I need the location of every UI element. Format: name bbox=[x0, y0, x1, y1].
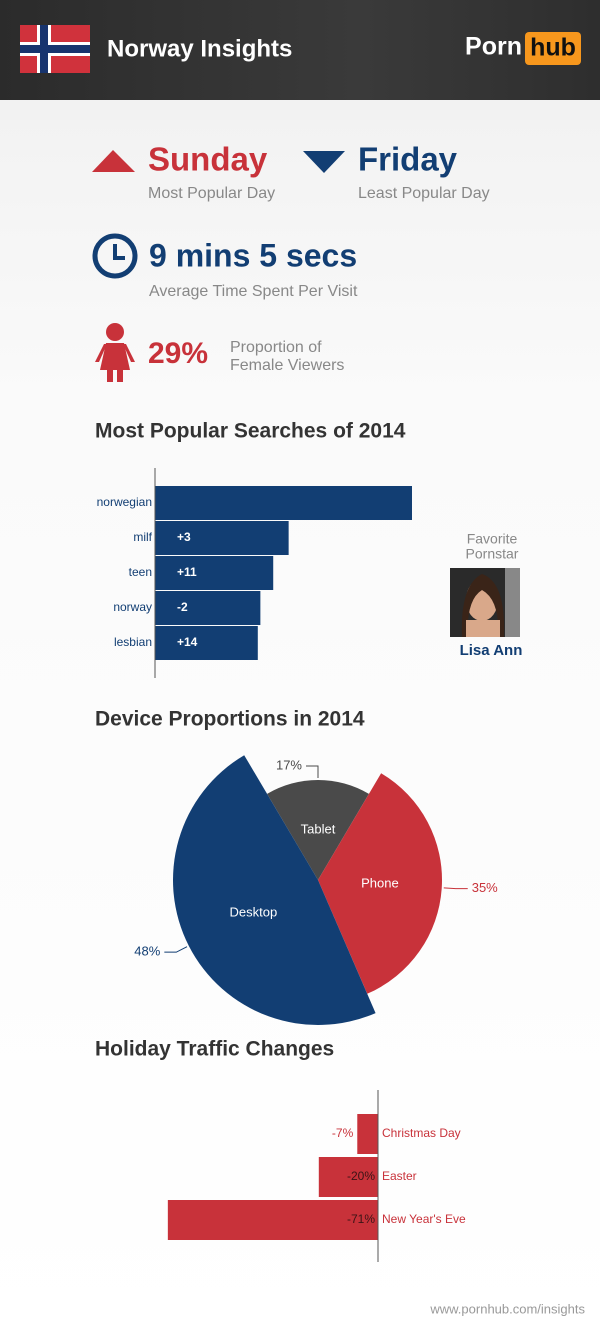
category-label: norwegian bbox=[97, 495, 152, 509]
clock-icon bbox=[92, 233, 138, 279]
category-label: norway bbox=[113, 600, 152, 614]
bar bbox=[155, 626, 258, 660]
least-popular-day: Friday bbox=[358, 141, 458, 178]
pie-slice bbox=[318, 773, 442, 994]
rank-change: +14 bbox=[177, 635, 198, 649]
section-title: Device Proportions in 2014 bbox=[95, 708, 365, 731]
leader-line bbox=[306, 765, 319, 778]
logo-right: hub bbox=[530, 34, 576, 62]
header-title: Norway Insights bbox=[107, 35, 292, 62]
slice-label: Tablet bbox=[301, 821, 336, 836]
value-label: -7% bbox=[332, 1126, 354, 1140]
rank-change: +11 bbox=[177, 565, 197, 579]
bar bbox=[155, 556, 274, 590]
rank-change: +3 bbox=[177, 530, 191, 544]
most-popular-day: Sunday bbox=[148, 141, 268, 178]
favorite-label: Pornstar bbox=[466, 546, 519, 562]
category-label: milf bbox=[133, 530, 152, 544]
female-label-2: Female Viewers bbox=[230, 357, 344, 374]
leader-line bbox=[443, 887, 468, 890]
logo-left: Porn bbox=[465, 33, 522, 61]
category-label: lesbian bbox=[114, 635, 152, 649]
bar bbox=[155, 591, 261, 625]
category-label: New Year's Eve bbox=[382, 1212, 466, 1226]
value-label: 35% bbox=[472, 880, 498, 895]
category-label: Christmas Day bbox=[382, 1126, 461, 1140]
section-title: Most Popular Searches of 2014 bbox=[95, 420, 406, 443]
pie-slice bbox=[172, 755, 376, 1025]
time-label: Average Time Spent Per Visit bbox=[149, 283, 358, 300]
value-label: 48% bbox=[134, 944, 160, 959]
pie-slice bbox=[267, 779, 369, 880]
bar bbox=[318, 1157, 378, 1197]
category-label: teen bbox=[129, 565, 152, 579]
section-title: Holiday Traffic Changes bbox=[95, 1038, 334, 1061]
value-label: -20% bbox=[347, 1169, 375, 1183]
most-popular-label: Most Popular Day bbox=[148, 185, 275, 202]
female-label-1: Proportion of bbox=[230, 339, 322, 356]
header-bar bbox=[0, 0, 600, 100]
pornstar-photo bbox=[450, 568, 520, 637]
bar bbox=[167, 1200, 378, 1240]
norway-flag bbox=[20, 25, 90, 73]
bar bbox=[357, 1114, 378, 1154]
value-label: -71% bbox=[347, 1212, 375, 1226]
bar bbox=[155, 521, 289, 555]
up-arrow-icon bbox=[92, 150, 135, 172]
favorite-name: Lisa Ann bbox=[460, 642, 523, 659]
least-popular-label: Least Popular Day bbox=[358, 185, 490, 202]
footer: www.pornhub.com/insights bbox=[429, 1301, 585, 1316]
down-arrow-icon bbox=[303, 151, 345, 173]
slice-label: Desktop bbox=[230, 904, 278, 919]
slice-label: Phone bbox=[361, 875, 399, 890]
female-icon bbox=[95, 323, 135, 382]
value-label: 17% bbox=[276, 757, 302, 772]
leader-line bbox=[164, 946, 188, 953]
female-share: 29% bbox=[148, 337, 208, 370]
logo-box bbox=[525, 32, 581, 65]
category-label: Easter bbox=[382, 1169, 417, 1183]
bar bbox=[155, 486, 412, 520]
rank-change: -2 bbox=[177, 600, 188, 614]
favorite-label: Favorite bbox=[467, 531, 518, 547]
time-value: 9 mins 5 secs bbox=[149, 237, 357, 273]
